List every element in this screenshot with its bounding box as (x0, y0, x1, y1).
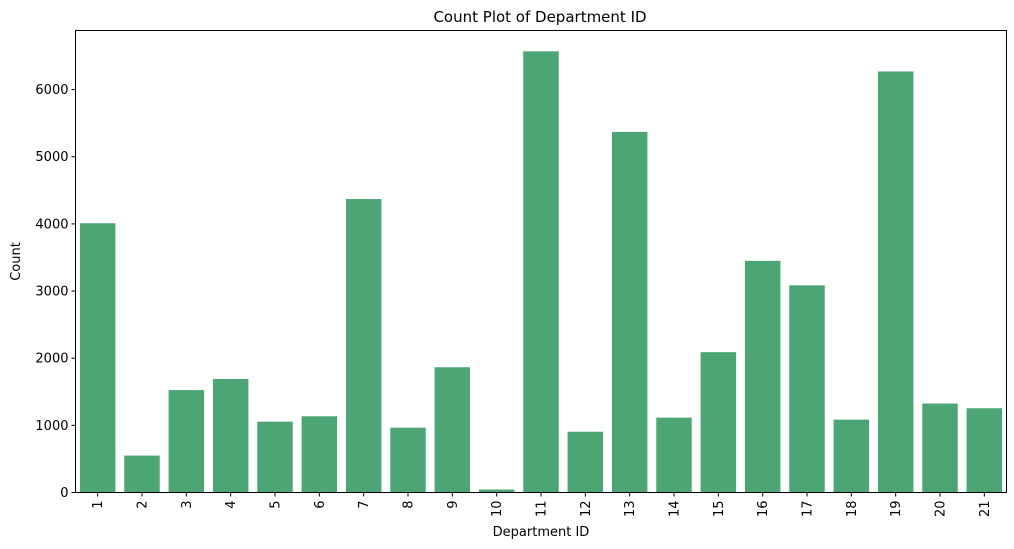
x-tick-label-7: 7 (357, 501, 372, 509)
bar-14 (656, 417, 692, 493)
x-tick-label-18: 18 (845, 501, 860, 518)
x-tick-label-3: 3 (180, 501, 195, 509)
x-tick-label-4: 4 (224, 501, 239, 509)
y-tick-label-3000: 3000 (35, 285, 68, 300)
bar-7 (345, 199, 382, 493)
bar-1 (79, 223, 116, 493)
bars-group (79, 51, 1003, 493)
bar-21 (966, 408, 1003, 493)
chart-title: Count Plot of Department ID (433, 8, 646, 26)
x-tick-label-10: 10 (490, 501, 505, 518)
bar-19 (877, 71, 914, 493)
y-tick-label-5000: 5000 (35, 150, 68, 165)
bar-16 (744, 260, 781, 493)
x-tick-label-5: 5 (269, 501, 284, 509)
x-tick-label-15: 15 (712, 501, 727, 518)
plot-frame (75, 30, 1007, 493)
bar-9 (434, 367, 471, 493)
x-tick-label-20: 20 (934, 501, 949, 518)
x-tick-label-17: 17 (801, 501, 816, 518)
y-axis-label: Count (9, 242, 24, 281)
bar-4 (212, 379, 249, 493)
x-tick-label-19: 19 (889, 501, 904, 518)
bar-10 (478, 489, 515, 493)
x-tick-label-13: 13 (623, 501, 638, 518)
x-tick-label-11: 11 (535, 501, 550, 518)
x-axis: 1 2 3 4 5 6 7 8 9 10 11 12 13 14 15 16 17 18 19 20 21 (91, 492, 993, 518)
bar-6 (301, 416, 338, 493)
x-tick-label-6: 6 (313, 501, 328, 509)
x-tick-label-9: 9 (446, 501, 461, 509)
bar-17 (789, 285, 825, 493)
x-tick-label-14: 14 (668, 501, 683, 518)
bar-13 (611, 131, 648, 493)
bar-3 (168, 390, 205, 493)
x-tick-label-1: 1 (91, 501, 106, 509)
bar-5 (257, 421, 293, 493)
y-tick-label-2000: 2000 (35, 352, 68, 367)
bar-2 (124, 455, 160, 493)
x-tick-label-8: 8 (402, 501, 417, 509)
bar-11 (523, 51, 559, 493)
y-tick-label-0: 0 (60, 486, 68, 501)
bar-8 (390, 427, 426, 493)
bar-18 (833, 419, 870, 493)
bar-20 (922, 403, 958, 493)
x-tick-label-21: 21 (978, 501, 993, 518)
y-tick-label-1000: 1000 (35, 419, 68, 434)
y-tick-label-4000: 4000 (35, 217, 68, 232)
bar-12 (567, 431, 604, 493)
x-axis-label: Department ID (493, 525, 590, 540)
x-tick-label-2: 2 (136, 501, 151, 509)
y-axis: 0 1000 2000 3000 4000 5000 6000 (35, 83, 76, 501)
y-tick-label-6000: 6000 (35, 83, 68, 98)
x-tick-label-12: 12 (579, 501, 594, 518)
bar-15 (700, 352, 737, 493)
x-tick-label-16: 16 (756, 501, 771, 518)
